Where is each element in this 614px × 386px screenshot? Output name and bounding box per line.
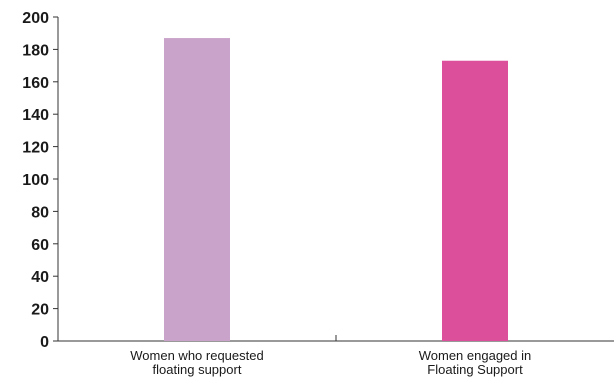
y-tick-label: 80 [31, 204, 49, 221]
y-tick-label: 60 [31, 237, 49, 254]
x-category-label: floating support [153, 362, 242, 377]
bar [442, 60, 508, 342]
x-axis [58, 335, 614, 342]
y-tick-label: 160 [22, 75, 49, 92]
y-tick-label: 120 [22, 140, 49, 157]
y-axis: 0 20 40 60 80 100 120 140 160 180 200 [22, 10, 59, 351]
y-tick-label: 40 [31, 269, 49, 286]
y-tick-label: 0 [40, 334, 49, 351]
x-category-label: Women engaged in [419, 348, 532, 363]
y-tick-label: 100 [22, 172, 49, 189]
y-tick-label: 20 [31, 302, 49, 319]
y-tick-label: 140 [22, 107, 49, 124]
bar [164, 38, 230, 342]
bars [164, 38, 508, 342]
y-tick-label: 180 [22, 42, 49, 59]
y-tick-label: 200 [22, 10, 49, 27]
x-category-label: Floating Support [427, 362, 523, 377]
x-category-label: Women who requested [130, 348, 263, 363]
